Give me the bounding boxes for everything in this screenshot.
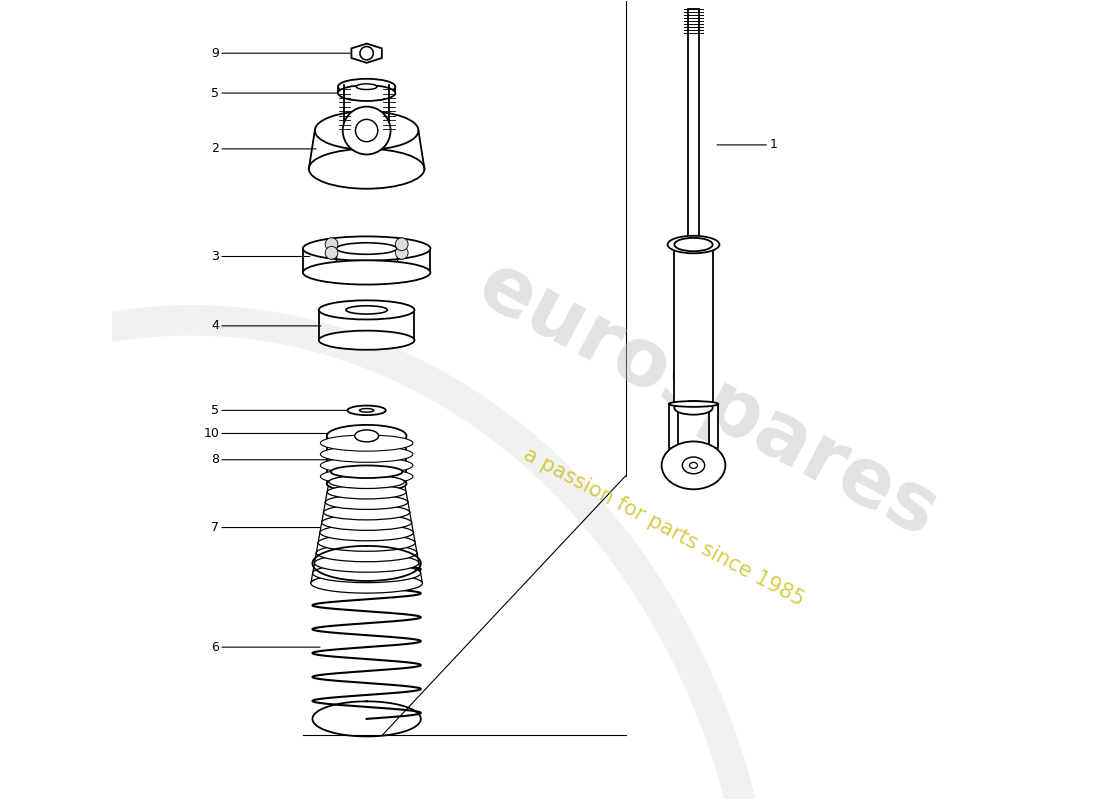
Ellipse shape <box>302 260 430 285</box>
Text: 5: 5 <box>211 86 393 99</box>
Ellipse shape <box>674 402 713 414</box>
Ellipse shape <box>320 458 412 474</box>
Ellipse shape <box>668 236 719 254</box>
Ellipse shape <box>319 300 415 319</box>
Ellipse shape <box>327 476 407 492</box>
Text: eurospares: eurospares <box>464 246 952 554</box>
Text: 8: 8 <box>211 454 332 466</box>
Circle shape <box>326 246 338 259</box>
Bar <box>689 10 698 245</box>
Text: 2: 2 <box>211 142 316 155</box>
Ellipse shape <box>331 466 403 478</box>
Ellipse shape <box>352 430 381 437</box>
Ellipse shape <box>338 85 395 101</box>
Text: 4: 4 <box>211 319 321 332</box>
Text: 5: 5 <box>211 404 383 417</box>
Ellipse shape <box>348 406 386 415</box>
Text: 10: 10 <box>204 427 378 440</box>
Circle shape <box>395 246 408 259</box>
Ellipse shape <box>338 78 395 94</box>
Bar <box>669 404 679 448</box>
Circle shape <box>355 119 377 142</box>
Ellipse shape <box>326 495 408 510</box>
Ellipse shape <box>317 544 417 562</box>
Ellipse shape <box>320 469 412 485</box>
Text: 9: 9 <box>211 46 364 60</box>
Ellipse shape <box>309 149 425 189</box>
Ellipse shape <box>315 554 419 572</box>
Ellipse shape <box>661 442 725 490</box>
Text: 7: 7 <box>211 521 320 534</box>
Ellipse shape <box>329 475 405 489</box>
Ellipse shape <box>321 514 411 530</box>
Text: 1: 1 <box>717 138 777 151</box>
Ellipse shape <box>345 306 387 314</box>
Ellipse shape <box>682 457 705 474</box>
Ellipse shape <box>690 462 697 468</box>
Circle shape <box>326 238 338 250</box>
Ellipse shape <box>315 111 418 150</box>
Ellipse shape <box>320 446 412 462</box>
Circle shape <box>343 106 390 154</box>
Polygon shape <box>351 43 382 63</box>
Ellipse shape <box>327 485 406 499</box>
Ellipse shape <box>674 238 713 251</box>
Ellipse shape <box>320 525 414 541</box>
Ellipse shape <box>327 425 407 447</box>
Circle shape <box>395 238 408 250</box>
Ellipse shape <box>312 564 420 582</box>
Ellipse shape <box>354 430 378 442</box>
Ellipse shape <box>319 330 415 350</box>
Ellipse shape <box>337 242 397 254</box>
Ellipse shape <box>302 237 430 261</box>
Ellipse shape <box>323 505 410 520</box>
Ellipse shape <box>320 435 412 451</box>
Ellipse shape <box>356 84 377 90</box>
Text: a passion for parts since 1985: a passion for parts since 1985 <box>520 445 807 610</box>
Text: 6: 6 <box>211 641 320 654</box>
Text: 3: 3 <box>211 250 310 263</box>
Ellipse shape <box>311 574 422 593</box>
Ellipse shape <box>318 534 415 551</box>
Ellipse shape <box>361 432 372 435</box>
Bar <box>708 404 718 448</box>
Bar <box>674 245 713 408</box>
Ellipse shape <box>669 401 718 407</box>
Ellipse shape <box>360 409 374 412</box>
